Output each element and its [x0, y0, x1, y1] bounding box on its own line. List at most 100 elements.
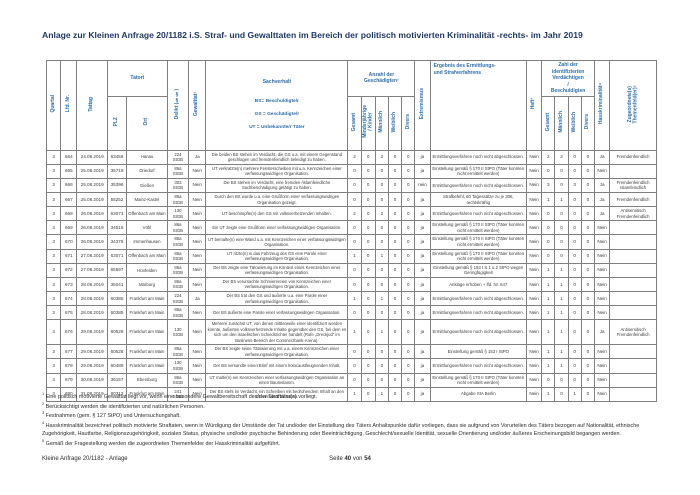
cell-delikt: 86a StGB	[166, 220, 190, 236]
cell-lfd_nr: 671	[60, 248, 78, 264]
cell-delikt: 86a StGB	[166, 372, 190, 388]
cell-sachverhalt: Durch den BS wurde u.a. eine Grußform ei…	[205, 191, 349, 208]
cell-ergebnis: Ermittlungsverfahren noch nicht abgeschl…	[429, 305, 527, 321]
cell-g_minder: 0	[360, 386, 376, 402]
cell-delikt: 86a StGB	[166, 234, 190, 250]
cell-plz: 35041	[106, 276, 128, 293]
cell-lfd_nr: 668	[60, 206, 78, 222]
cell-extremismus: ja	[414, 372, 431, 388]
cell-themenfeld	[609, 262, 657, 278]
cell-lfd_nr: 665	[60, 163, 78, 179]
cell-ergebnis: Einstellung gemäß § 170 II StPO (Täter k…	[429, 234, 527, 250]
cell-haft: Nein	[525, 358, 543, 374]
cell-ergebnis: Ermittlungsverfahren noch nicht abgeschl…	[429, 319, 527, 346]
cell-tattag: 29.08.2019	[76, 344, 108, 360]
cell-v_divers: 0	[580, 291, 595, 307]
cell-ergebnis: Ermittlungsverfahren noch nicht abgeschl…	[429, 206, 527, 222]
cell-gewalttat: Nein	[188, 358, 207, 374]
cell-hasskrim: Nein	[593, 372, 611, 388]
cell-sachverhalt: Die beiden BS stehen im Verdacht, die GS…	[205, 149, 349, 165]
col-header-hasskriminalitaet: Hasskriminalität⁴	[593, 60, 611, 151]
cell-g_gesamt: 0	[347, 372, 362, 388]
cell-g_weiblich: 0	[387, 248, 403, 264]
cell-g_weiblich: 0	[387, 163, 403, 179]
cell-g_minder: 0	[360, 206, 376, 222]
cell-tattag: 26.08.2019	[76, 234, 108, 250]
cell-sachverhalt: UT beschimpfte(n) den GS mit volksverhet…	[205, 206, 349, 222]
cell-v_maennlich: 0	[554, 248, 569, 264]
cell-quartal: 3	[45, 344, 62, 360]
cell-plz: 60313	[106, 386, 128, 402]
cell-quartal: 3	[45, 177, 62, 193]
cell-gewalttat: Nein	[188, 319, 207, 346]
cell-v_weiblich: 0	[567, 163, 582, 179]
cell-sachverhalt: Der BS zeigte eine Tätowierung im Kontex…	[205, 262, 349, 278]
col-header-ort: Ort	[126, 95, 168, 151]
cell-tattag: 29.08.2019	[76, 358, 108, 374]
cell-g_maennlich: 0	[374, 177, 389, 193]
cell-hasskrim: Nein	[593, 262, 611, 278]
cell-g_divers: 0	[401, 191, 416, 208]
cell-sachverhalt: UT ritzte(n) in das Fahrzeug des GS eine…	[205, 248, 349, 264]
sachverhalt-label: Sachverhalt	[262, 79, 292, 86]
cell-delikt: 86a StGB	[166, 163, 190, 179]
cell-g_minder: 0	[360, 220, 376, 236]
cell-g_divers: 0	[401, 177, 416, 193]
cell-hasskrim: Nein	[593, 305, 611, 321]
cell-themenfeld	[609, 291, 657, 307]
cell-g_minder: 0	[360, 344, 376, 360]
table-row: 3 664 24.08.2019 63456 Hanau 224 StGB Ja Die be…	[45, 149, 657, 165]
cell-g_divers: 0	[401, 319, 416, 346]
cell-v_maennlich: 1	[554, 319, 569, 346]
cell-v_maennlich: 0	[554, 220, 569, 236]
cell-sachverhalt: UT verkratzte(n) mehrere Fensterscheiben…	[205, 163, 349, 179]
footnote-2: 2 Berücksichtigt werden die identifizier…	[42, 401, 205, 410]
cell-tattag: 26.08.2019	[76, 220, 108, 236]
cell-ergebnis: Ermittlungsverfahren noch nicht abgeschl…	[429, 358, 527, 374]
cell-g_gesamt: 1	[347, 248, 362, 264]
cell-v_maennlich: 0	[554, 163, 569, 179]
cell-haft: Nein	[525, 305, 543, 321]
table-row: 3 679 30.08.2019 36157 Ebersburg 86a StGB Nein…	[45, 372, 657, 388]
cell-extremismus: ja	[414, 234, 431, 250]
cell-g_gesamt: 0	[347, 262, 362, 278]
cell-v_gesamt: 1	[541, 291, 556, 307]
col-header-themenfeld: Zugeordnete(s) Themenfeld(er)⁵	[609, 60, 657, 151]
cell-lfd_nr: 664	[60, 149, 78, 165]
cell-g_divers: 0	[401, 163, 416, 179]
cell-hasskrim: Nein	[593, 163, 611, 179]
cell-delikt: 86a StGB	[166, 248, 190, 264]
cell-g_maennlich: 0	[374, 191, 389, 208]
cell-delikt: 86a StGB	[166, 344, 190, 360]
table-body: 3 664 24.08.2019 63456 Hanau 224 StGB Ja Die be…	[45, 149, 657, 402]
cell-plz: 35719	[106, 163, 128, 179]
cell-plz: 55252	[106, 191, 128, 208]
table-row: 3 669 26.08.2019 34516 Vöhl 86a StGB Nein Ein U…	[45, 220, 657, 236]
col-header-geschaedigte-maennlich: Männlich	[374, 95, 389, 151]
cell-v_gesamt: 3	[541, 177, 556, 193]
cell-g_maennlich: 0	[374, 262, 389, 278]
cell-quartal: 3	[45, 149, 62, 165]
col-header-quartal: Quartal	[45, 60, 62, 151]
cell-haft: Nein	[525, 163, 543, 179]
cell-haft: Nein	[525, 276, 543, 293]
table-row: 3 675 28.08.2019 60385 Frankfurt am Main 86a …	[45, 305, 657, 321]
cell-g_minder: 0	[360, 276, 376, 293]
cell-v_divers: 0	[580, 305, 595, 321]
cell-v_weiblich: 0	[567, 262, 582, 278]
cell-extremismus: nein	[414, 177, 431, 193]
cell-ergebnis: Einstellung gemäß § 170 II StPO (Täter k…	[429, 372, 527, 388]
table-row: 3 667 25.08.2019 55252 Mainz-Kastel 86a StGB N…	[45, 191, 657, 208]
cell-g_gesamt: 0	[347, 305, 362, 321]
cell-plz: 60528	[106, 319, 128, 346]
cell-sachverhalt: Die BS stehen im Verdacht, eine fremden-…	[205, 177, 349, 193]
col-header-verdaechtige-maennlich: Männlich	[554, 95, 569, 151]
table-row: 3 677 29.08.2019 60528 Frankfurt am Main 86a …	[45, 344, 657, 360]
cell-gewalttat: Nein	[188, 372, 207, 388]
cell-delikt: 224 StGB	[166, 291, 190, 307]
cell-themenfeld: Fremdenfeindlich Islamfeindlich	[609, 177, 657, 193]
cell-gewalttat: Nein	[188, 344, 207, 360]
cell-lfd_nr: 674	[60, 291, 78, 307]
cell-v_gesamt: 0	[541, 248, 556, 264]
cell-extremismus: ja	[414, 276, 431, 293]
